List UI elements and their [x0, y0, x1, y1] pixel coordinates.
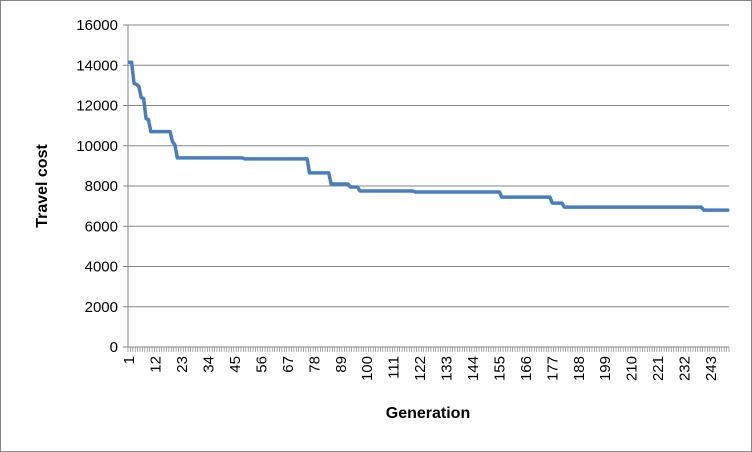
x-tick-label: 23 — [174, 356, 191, 373]
series-group — [129, 62, 728, 210]
x-tick-label: 45 — [227, 356, 244, 373]
y-tick-label: 2000 — [85, 299, 118, 316]
x-tick-label: 100 — [359, 356, 376, 381]
y-tick-labels: 0 2000 4000 6000 8000 10000 12000 14000 16000 — [76, 17, 118, 356]
y-tick-label: 10000 — [76, 138, 118, 155]
x-tick-label: 12 — [148, 356, 165, 373]
series-line-travel-cost — [129, 62, 728, 210]
y-tick-label: 8000 — [85, 178, 118, 195]
x-tick-label: 243 — [703, 356, 720, 381]
x-tick-label: 188 — [571, 356, 588, 381]
x-tick-label: 221 — [650, 356, 667, 381]
y-tick-label: 0 — [110, 339, 118, 356]
x-tick-label: 133 — [439, 356, 456, 381]
x-axis-title: Generation — [386, 405, 470, 422]
x-tick-label: 232 — [677, 356, 694, 381]
x-tick-label: 111 — [386, 356, 403, 379]
y-tick-label: 6000 — [85, 218, 118, 235]
x-tick-label: 56 — [253, 356, 270, 373]
x-tick-label: 122 — [412, 356, 429, 381]
x-tick-label: 89 — [333, 356, 350, 373]
y-tick-label: 4000 — [85, 259, 118, 276]
x-tick-label: 199 — [597, 356, 614, 381]
x-tick-label: 166 — [518, 356, 535, 381]
x-tick-labels: 1 12 23 34 45 56 67 78 89 100 111 122 133 144 155 166 17… — [121, 356, 720, 381]
x-tick-label: 67 — [280, 356, 297, 373]
x-tick-label: 144 — [465, 356, 482, 381]
y-tick-label: 16000 — [76, 17, 118, 34]
y-axis-title: Travel cost — [34, 144, 51, 228]
x-tick-label: 1 — [121, 356, 138, 364]
x-tick-label: 78 — [306, 356, 323, 373]
y-tick-label: 14000 — [76, 57, 118, 74]
gridlines — [128, 25, 729, 307]
y-tick-label: 12000 — [76, 98, 118, 115]
axes — [123, 25, 729, 352]
x-tick-label: 210 — [624, 356, 641, 381]
x-tick-label: 177 — [544, 356, 561, 381]
x-tick-label: 34 — [201, 356, 218, 373]
x-tick-label: 155 — [491, 356, 508, 381]
